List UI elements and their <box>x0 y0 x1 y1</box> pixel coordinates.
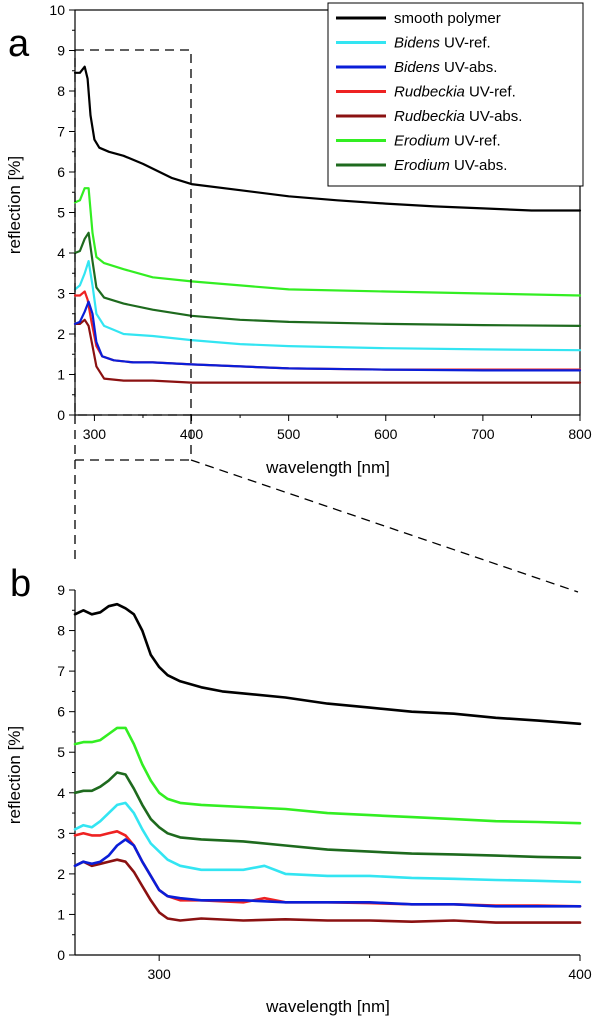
legend-label-genus: Bidens <box>394 35 440 52</box>
legend-box <box>327 2 584 187</box>
panel-a-letter: a <box>8 23 30 65</box>
legend-label-4: Rudbeckia UV-abs. <box>394 108 522 125</box>
panel-a: a 012345678910300400500600700800 wavelen… <box>5 2 592 477</box>
panel-a-series-rudbeckia-uv-ref <box>73 290 582 371</box>
legend-label-text: smooth polymer <box>394 10 501 27</box>
panel-b-ytick-label: 5 <box>57 744 65 760</box>
legend-label-text: UV-abs. <box>440 59 498 76</box>
panel-b-series-rudbeckia-uv-abs <box>73 858 582 924</box>
panel-a-xtick-label: 300 <box>83 426 107 442</box>
panel-a-ytick-label: 8 <box>57 83 65 99</box>
panel-b-series-bidens-uv-abs <box>73 838 582 908</box>
panel-b-ytick-label: 7 <box>57 663 65 679</box>
panel-b-series-smooth-polymer <box>73 602 582 726</box>
legend-label-text: UV-ref. <box>440 35 491 52</box>
panel-a-xtick-label: 700 <box>471 426 495 442</box>
legend-label-text: UV-abs. <box>465 108 523 125</box>
panel-b-series-erodium-uv-abs <box>73 771 582 859</box>
panel-a-series-rudbeckia-uv-abs <box>73 318 582 384</box>
panel-a-ylabel: reflection [%] <box>5 156 24 254</box>
legend-label-text: UV-ref. <box>450 133 501 150</box>
legend-label-text: UV-ref. <box>465 84 516 101</box>
panel-a-ytick-label: 6 <box>57 164 65 180</box>
panel-b-xtick-label: 300 <box>147 966 171 982</box>
panel-b-xlabel: wavelength [nm] <box>265 997 390 1016</box>
legend-label-text: UV-abs. <box>450 157 508 174</box>
panel-a-ytick-label: 0 <box>57 407 65 423</box>
panel-a-ytick-label: 9 <box>57 43 65 59</box>
panel-a-ytick-label: 5 <box>57 205 65 221</box>
panel-b: b 0 1 2 3 4 5 6 7 8 9 300 400 wavelength [nm] refle… <box>5 563 592 1016</box>
panel-a-series-erodium-uv-ref <box>73 187 582 297</box>
panel-b-ytick-label: 0 <box>57 947 65 963</box>
panel-a-series-bidens-uv-abs <box>73 300 582 372</box>
panel-a-series-smooth-polymer <box>73 65 582 212</box>
panel-a-xtick-label: 600 <box>374 426 398 442</box>
legend-label-genus: Erodium <box>394 157 450 174</box>
panel-b-series-bidens-uv-ref <box>73 801 582 884</box>
panel-a-xtick-label: 500 <box>277 426 301 442</box>
panel-b-ytick-label: 8 <box>57 623 65 639</box>
zoom-connector-diagonal <box>190 459 579 593</box>
panel-b-ytick-label: 9 <box>57 582 65 598</box>
panel-a-ytick-label: 4 <box>57 245 65 261</box>
panel-a-xtick-label: 800 <box>568 426 592 442</box>
legend-label-1: Bidens UV-ref. <box>394 35 491 52</box>
legend-label-6: Erodium UV-abs. <box>394 157 507 174</box>
panel-b-ytick-label: 3 <box>57 825 65 841</box>
legend-label-genus: Erodium <box>394 133 450 150</box>
panel-b-ytick-label: 6 <box>57 704 65 720</box>
panel-b-ytick-label: 2 <box>57 866 65 882</box>
panel-b-xtick-label: 400 <box>568 966 592 982</box>
legend-label-3: Rudbeckia UV-ref. <box>394 84 516 101</box>
panel-a-xlabel: wavelength [nm] <box>265 458 390 477</box>
panel-a-ytick-label: 7 <box>57 124 65 140</box>
panel-a-series-bidens-uv-ref <box>73 260 582 352</box>
panel-a-ytick-label: 3 <box>57 286 65 302</box>
panel-b-ticks: 0 1 2 3 4 5 6 7 8 9 300 400 <box>57 582 592 982</box>
zoom-connectors <box>74 415 579 593</box>
legend-label-2: Bidens UV-abs. <box>394 59 497 76</box>
panel-a-ytick-label: 2 <box>57 326 65 342</box>
legend-label-5: Erodium UV-ref. <box>394 133 501 150</box>
panel-a-series-erodium-uv-abs <box>73 231 582 327</box>
panel-b-ytick-label: 4 <box>57 785 65 801</box>
panel-b-series-erodium-uv-ref <box>73 726 582 825</box>
panel-b-ylabel: reflection [%] <box>5 726 24 824</box>
panel-b-series <box>73 602 582 924</box>
panel-a-ticks: 012345678910300400500600700800 <box>49 2 591 442</box>
legend-label-0: smooth polymer <box>394 10 501 27</box>
panel-b-letter: b <box>10 563 31 605</box>
legend-label-genus: Bidens <box>394 59 440 76</box>
legend-label-genus: Rudbeckia <box>394 108 465 125</box>
legend-label-genus: Rudbeckia <box>394 84 465 101</box>
panel-a-ytick-label: 1 <box>57 367 65 383</box>
panel-b-ytick-label: 1 <box>57 906 65 922</box>
panel-a-series <box>73 65 582 384</box>
panel-a-ytick-label: 10 <box>49 2 65 18</box>
